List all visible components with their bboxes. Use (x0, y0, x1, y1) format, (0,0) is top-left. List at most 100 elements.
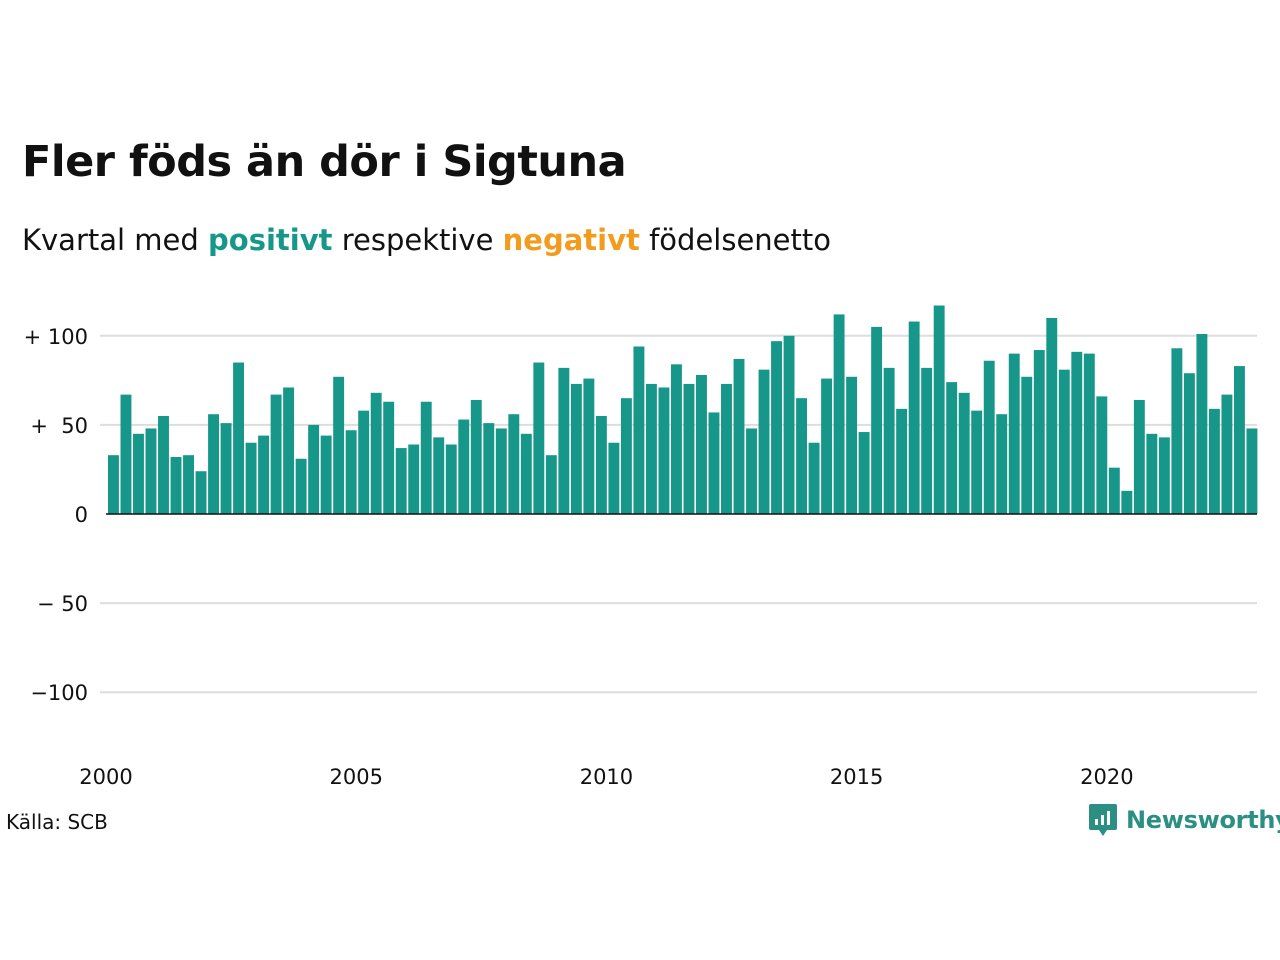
bar (1008, 353, 1020, 514)
bar (733, 358, 745, 514)
bar (408, 444, 420, 514)
bar (796, 398, 808, 514)
y-tick-label: −100 (30, 681, 88, 705)
bar (1108, 467, 1120, 514)
bar (1158, 437, 1170, 514)
bar (445, 444, 457, 514)
bar (896, 408, 908, 514)
bar (470, 399, 482, 514)
bar (1021, 376, 1033, 514)
brand-logo: Newsworthy (1088, 802, 1280, 838)
bar (1246, 428, 1258, 514)
bar (1183, 373, 1195, 514)
bar (233, 362, 245, 514)
bar (333, 376, 345, 514)
bar (1133, 399, 1145, 514)
bar (595, 415, 607, 514)
bar (808, 442, 820, 514)
bar (683, 383, 695, 514)
bar (1208, 408, 1220, 514)
bar (583, 378, 595, 514)
bar (220, 423, 232, 514)
bar (158, 415, 169, 514)
bar (320, 435, 332, 514)
bar (821, 378, 833, 514)
bar (245, 442, 257, 514)
bar (483, 423, 495, 514)
bar (721, 383, 732, 514)
bar (1033, 350, 1045, 514)
bar (946, 382, 958, 514)
bar (545, 455, 557, 514)
y-tick-label: 0 (75, 503, 88, 527)
bar (1233, 366, 1245, 514)
bar (983, 360, 995, 514)
bar (1046, 317, 1058, 514)
brand-name: Newsworthy (1126, 806, 1280, 834)
bar (345, 430, 357, 514)
bar (658, 387, 670, 514)
bar (270, 394, 282, 514)
chart-title: Fler föds än dör i Sigtuna (22, 137, 627, 187)
x-tick-label: 2020 (1080, 765, 1133, 789)
bar (670, 364, 682, 514)
y-tick-label: − 50 (37, 592, 88, 616)
bar (833, 314, 845, 514)
bar (120, 394, 132, 514)
bar (133, 433, 144, 514)
bar (308, 424, 320, 514)
chart-subtitle: Kvartal med positivt respektive negativt… (22, 220, 831, 260)
bar (858, 432, 870, 514)
bar (996, 414, 1008, 514)
bar (395, 448, 407, 514)
bar (971, 410, 983, 514)
x-tick-label: 2010 (580, 765, 633, 789)
bar (933, 305, 945, 514)
subtitle-negative: negativt (502, 223, 640, 257)
bar (696, 375, 707, 514)
bar (608, 442, 620, 514)
bar (1146, 433, 1158, 514)
bar (1196, 334, 1208, 514)
bar (871, 326, 883, 514)
bar (508, 414, 520, 514)
bar (570, 383, 582, 514)
bar (633, 346, 645, 514)
bar (433, 437, 445, 514)
bar (708, 412, 720, 514)
bar (1121, 490, 1133, 514)
subtitle-positive: positivt (208, 223, 333, 257)
bar (108, 455, 119, 514)
bar (758, 369, 770, 514)
bar (1171, 348, 1183, 514)
bar (495, 428, 507, 514)
x-tick-label: 2000 (79, 765, 132, 789)
x-tick-label: 2015 (830, 765, 883, 789)
bar-chart: + 100 + 50 0 − 50 −100 2000 2005 2010 2015 2020 (24, 305, 1258, 789)
bar (283, 387, 295, 514)
bar (783, 335, 795, 514)
bar (295, 458, 307, 514)
bar (170, 456, 182, 514)
bar (1096, 396, 1108, 514)
bar (1221, 394, 1233, 514)
bar (908, 321, 920, 514)
subtitle-suffix: födelsenetto (639, 223, 831, 257)
bar (258, 435, 270, 514)
bar (458, 419, 470, 514)
bar (1083, 353, 1095, 514)
bar (208, 414, 219, 514)
bar (183, 455, 194, 514)
bar (520, 433, 532, 514)
bar (383, 401, 395, 514)
y-tick-label: + 50 (30, 414, 88, 438)
newsworthy-logo-icon (1089, 804, 1117, 836)
bar (846, 376, 858, 514)
bar (746, 428, 757, 514)
bar (145, 428, 157, 514)
bar (921, 367, 933, 514)
bar (358, 410, 370, 514)
bar (195, 471, 207, 514)
bar (958, 392, 970, 514)
bar (370, 392, 382, 514)
